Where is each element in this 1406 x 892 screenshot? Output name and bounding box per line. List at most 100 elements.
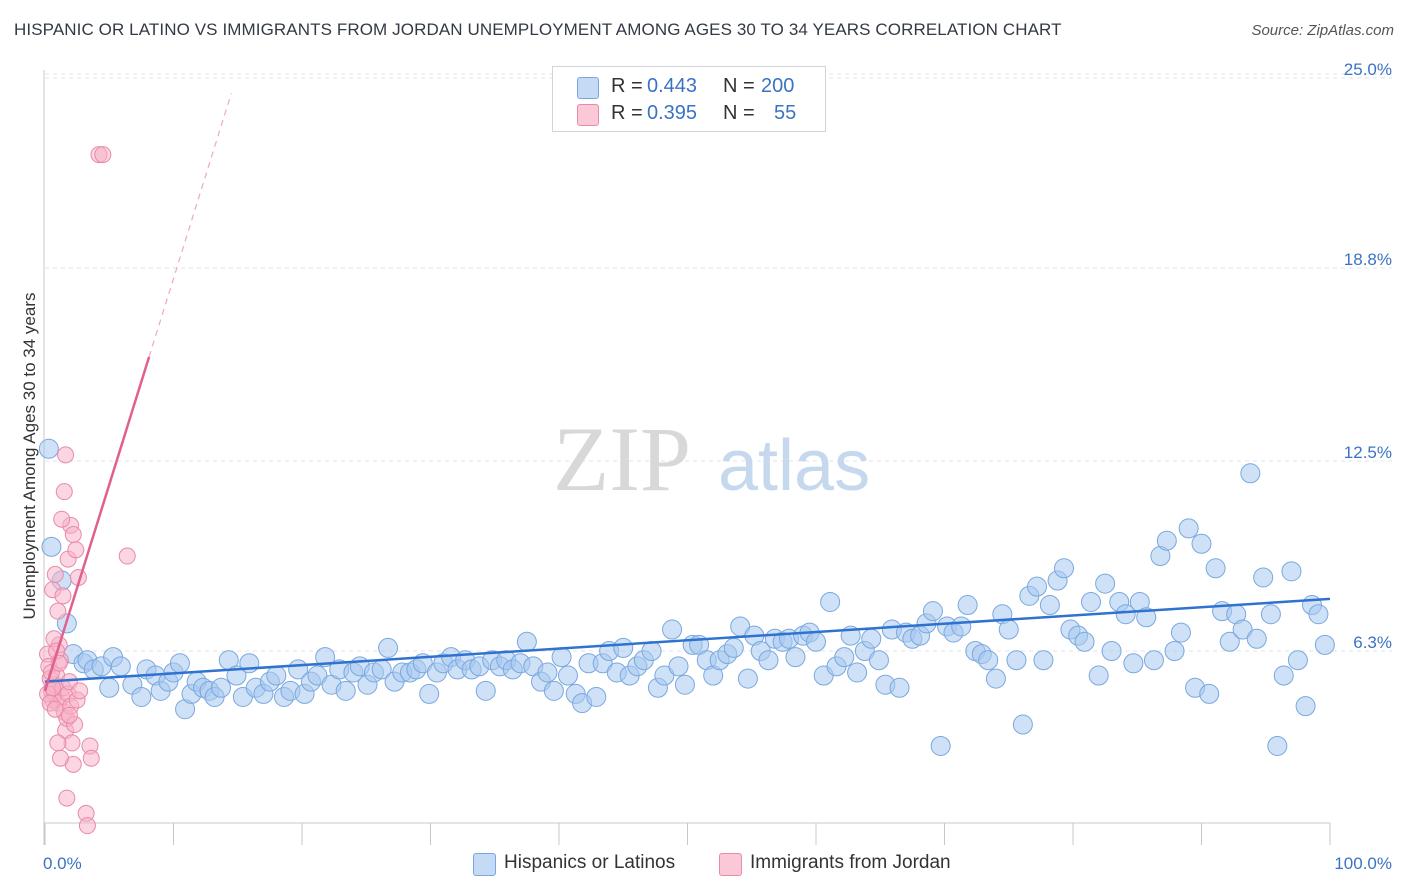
jordan-point [49, 602, 67, 620]
hispanic-point [998, 619, 1019, 640]
jordan-point [54, 587, 72, 605]
trend-lines [43, 93, 1331, 692]
hispanic-point [1080, 591, 1101, 612]
hispanic-point [537, 662, 558, 683]
jordan-point [63, 734, 81, 752]
hispanic-point [1253, 567, 1274, 588]
hispanic-point [654, 665, 675, 686]
jordan-point [71, 682, 89, 700]
hispanic-point [378, 637, 399, 658]
hispanic-point [978, 650, 999, 671]
hispanic-point [1088, 665, 1109, 686]
jordan-point [60, 706, 78, 724]
hispanic-point [1074, 631, 1095, 652]
legend-r-label: R = [611, 75, 643, 97]
hispanic-point [758, 650, 779, 671]
jordan-trend-extension [148, 93, 232, 358]
hispanic-point [1273, 665, 1294, 686]
watermark-zip: ZIP [553, 408, 691, 510]
legend-r-value: 0.443 [647, 75, 698, 97]
legend-swatch-jordan [577, 104, 599, 126]
hispanic-point [1199, 683, 1220, 704]
hispanic-point [41, 536, 62, 557]
hispanic-point [957, 595, 978, 616]
hispanic-point [1287, 650, 1308, 671]
hispanic-point [737, 668, 758, 689]
y-axis-label: Unemployment Among Ages 30 to 34 years [20, 292, 39, 620]
hispanic-point [1295, 696, 1316, 717]
bottom-legend-label-hispanic: Hispanics or Latinos [504, 852, 676, 873]
hispanic-point [551, 647, 572, 668]
hispanic-point [1033, 650, 1054, 671]
hispanic-point [1136, 607, 1157, 628]
hispanic-point [1027, 576, 1048, 597]
hispanic-point [674, 674, 695, 695]
legend-r-label: R = [611, 102, 643, 124]
hispanic-point [806, 631, 826, 652]
hispanic-trend-line [44, 597, 1331, 683]
hispanic-point [662, 619, 683, 640]
jordan-point [58, 789, 76, 807]
hispanic-point [1281, 561, 1302, 582]
jordan-point [64, 526, 82, 544]
jordan-point [46, 565, 64, 583]
hispanic-point [266, 665, 287, 686]
legend-n-value: 55 [774, 102, 797, 124]
hispanic-point [861, 628, 882, 649]
hispanic-point [1205, 558, 1226, 579]
x-tick-label: 100.0% [1334, 854, 1392, 873]
legend-swatch-hispanic [577, 77, 599, 99]
hispanic-point [1170, 622, 1191, 643]
watermark: ZIP atlas [553, 408, 870, 510]
bottom-legend-swatch-jordan [719, 853, 742, 876]
hispanic-point [847, 662, 868, 683]
jordan-point [67, 541, 85, 559]
hispanic-point [985, 668, 1006, 689]
correlation-legend: R = 0.443 N = 200 R = 0.395 N = 55 [552, 66, 826, 132]
hispanic-point [1156, 530, 1177, 551]
hispanic-point [1123, 653, 1144, 674]
jordan-point [94, 146, 112, 164]
hispanic-point [131, 686, 152, 707]
jordan-point [49, 734, 67, 752]
jordan-point [55, 483, 73, 501]
x-tick-label: 0.0% [43, 854, 82, 873]
hispanic-point [475, 680, 496, 701]
hispanic-point [641, 641, 662, 661]
legend-n-label: N = [723, 75, 755, 97]
tick-labels: 6.3% 12.5% 18.8% 25.0% 0.0% 100.0% [43, 60, 1392, 873]
hispanic-point [516, 631, 537, 652]
hispanic-point [1240, 463, 1261, 484]
watermark-atlas: atlas [718, 426, 870, 506]
hispanic-point [834, 647, 855, 668]
hispanic-point [785, 647, 806, 668]
hispanic-point [1219, 631, 1240, 652]
hispanic-point [1178, 518, 1199, 539]
chart-title: HISPANIC OR LATINO VS IMMIGRANTS FROM JO… [14, 20, 1062, 39]
hispanic-point [557, 665, 578, 686]
hispanic-point [868, 650, 889, 671]
legend-n-label: N = [723, 102, 755, 124]
hispanic-point [110, 656, 131, 677]
hispanic-point [1012, 714, 1033, 735]
source-label: Source: ZipAtlas.com [1251, 22, 1394, 39]
hispanic-point [668, 656, 689, 677]
hispanic-point [1267, 735, 1288, 756]
hispanic-point [1232, 619, 1253, 640]
jordan-trend-line [43, 356, 151, 692]
hispanic-point [1246, 628, 1267, 649]
hispanic-point [1143, 650, 1164, 671]
hispanic-point [169, 653, 190, 674]
hispanic-point [889, 677, 910, 698]
hispanic-point [1095, 573, 1116, 594]
hispanic-point [723, 637, 744, 658]
hispanic-point [211, 677, 232, 698]
jordan-point [118, 547, 136, 565]
jordan-point [46, 700, 64, 718]
hispanic-point [1191, 533, 1212, 554]
jordan-point [82, 749, 100, 767]
bottom-legend-swatch-hispanic [473, 853, 496, 876]
hispanic-point [1054, 558, 1075, 579]
hispanic-point [1314, 634, 1335, 655]
